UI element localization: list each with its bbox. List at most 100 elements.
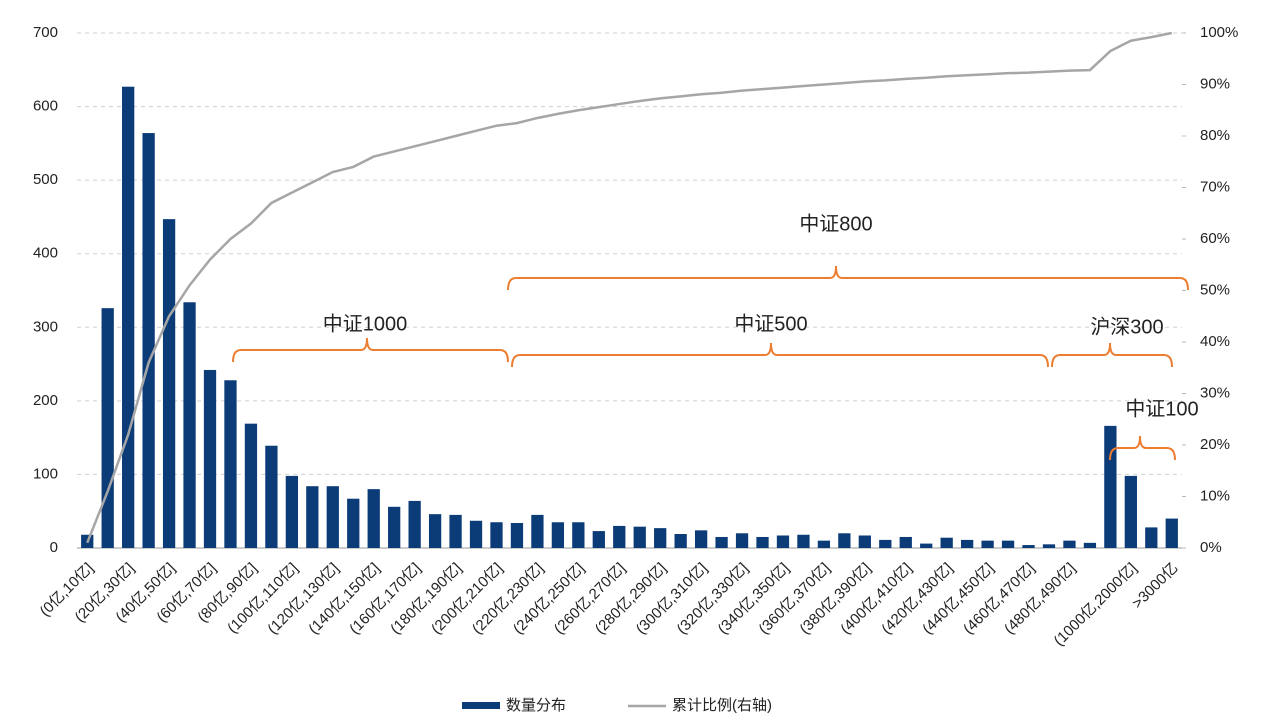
bar — [326, 486, 339, 548]
bracket — [232, 337, 509, 363]
x-tick-label: (140亿,150亿] — [305, 560, 383, 638]
bar — [838, 533, 851, 548]
bar — [551, 522, 565, 548]
x-tick-label: (360亿,370亿] — [755, 560, 833, 638]
bar — [408, 500, 421, 548]
bar — [633, 526, 646, 548]
bar — [572, 522, 585, 548]
bracket — [1051, 342, 1173, 368]
bar — [920, 543, 933, 548]
bar — [858, 535, 871, 548]
bar — [654, 528, 667, 548]
x-tick-label: (460亿,470亿] — [960, 560, 1038, 638]
y2-tick-label: 10% — [1200, 487, 1230, 504]
bar — [449, 514, 462, 548]
x-tick-label: (120亿,130亿] — [264, 560, 342, 638]
x-tick-label: (300亿,310亿] — [633, 560, 711, 638]
x-tick-label: (240亿,250亿] — [510, 560, 588, 638]
y2-tick-label: 60% — [1200, 230, 1230, 247]
y-tick-label: 0 — [50, 539, 58, 556]
legend-swatch — [462, 702, 500, 709]
bar — [756, 536, 769, 548]
annotation: 中证800 — [799, 212, 872, 235]
x-tick-label: >3000亿 — [1129, 560, 1181, 612]
y2-tick-label: 100% — [1200, 24, 1238, 41]
bar — [1083, 542, 1097, 548]
bracket — [507, 265, 1189, 291]
x-tick-label: (280亿,290亿] — [592, 560, 670, 638]
legend-label: 累计比例(右轴) — [672, 697, 772, 714]
line — [86, 31, 1173, 544]
bar — [162, 219, 176, 548]
y2-tick-label: 80% — [1200, 127, 1230, 144]
bar — [1165, 518, 1178, 548]
annotation: 中证100 — [1125, 397, 1198, 420]
y2-tick-label: 0% — [1200, 539, 1222, 556]
x-tick-label: (340亿,350亿] — [715, 560, 793, 638]
bar — [265, 445, 278, 548]
x-tick-label: (200亿,210亿] — [428, 560, 506, 638]
bar — [797, 534, 810, 548]
x-tick-label: (220亿,230亿] — [469, 560, 547, 638]
y-tick-label: 700 — [33, 24, 58, 41]
y2-tick-label: 40% — [1200, 333, 1230, 350]
bar — [388, 506, 401, 548]
bar — [1145, 527, 1158, 548]
bar — [203, 369, 217, 548]
bar — [735, 533, 749, 548]
y2-tick-label: 30% — [1200, 384, 1230, 401]
bar — [592, 531, 605, 548]
bar — [367, 489, 380, 548]
bar — [1124, 475, 1137, 548]
bar — [715, 536, 728, 548]
x-tick-label: (440亿,450亿] — [919, 560, 997, 638]
bar — [183, 302, 196, 548]
x-tick-label: (380亿,390亿] — [796, 560, 874, 638]
bar — [490, 522, 503, 548]
annotation: 中证1000 — [323, 312, 408, 335]
bar — [1063, 540, 1076, 548]
bar — [981, 540, 994, 548]
bar — [224, 380, 237, 548]
x-tick-label: (400亿,410亿] — [837, 560, 915, 638]
y-tick-label: 400 — [33, 245, 58, 262]
bar — [306, 486, 319, 548]
y2-tick-label: 20% — [1200, 436, 1230, 453]
bar — [940, 537, 953, 548]
annotation: 沪深300 — [1090, 315, 1163, 338]
bar — [899, 536, 912, 548]
bar — [510, 522, 524, 548]
x-tick-label: (320亿,330亿] — [674, 560, 752, 638]
bar — [694, 530, 708, 548]
x-tick-label: (260亿,270亿] — [551, 560, 629, 638]
y-tick-label: 600 — [33, 98, 58, 115]
bar — [1022, 545, 1035, 548]
bar — [613, 525, 626, 548]
y-tick-label: 100 — [33, 465, 58, 482]
bar — [347, 498, 360, 548]
bracket — [511, 342, 1049, 368]
bar — [1042, 544, 1056, 548]
x-tick-label: (420亿,430亿] — [878, 560, 956, 638]
bar — [531, 514, 544, 548]
bar — [1001, 540, 1015, 548]
y2-tick-label: 90% — [1200, 75, 1230, 92]
bar — [101, 308, 114, 548]
bar — [961, 539, 974, 548]
y-tick-label: 200 — [33, 392, 58, 409]
legend-label: 数量分布 — [506, 697, 566, 714]
bar — [122, 86, 135, 548]
bar — [469, 520, 483, 548]
y2-tick-label: 70% — [1200, 178, 1230, 195]
bar — [285, 475, 298, 548]
y-tick-label: 300 — [33, 318, 58, 335]
bar — [244, 423, 258, 548]
bracket — [1109, 435, 1176, 461]
bar — [142, 133, 155, 549]
bar — [428, 514, 442, 548]
x-tick-label: (160亿,170亿] — [346, 560, 424, 638]
bar — [817, 540, 831, 548]
bar — [674, 534, 687, 548]
y2-tick-label: 50% — [1200, 281, 1230, 298]
annotation: 中证500 — [734, 312, 807, 335]
